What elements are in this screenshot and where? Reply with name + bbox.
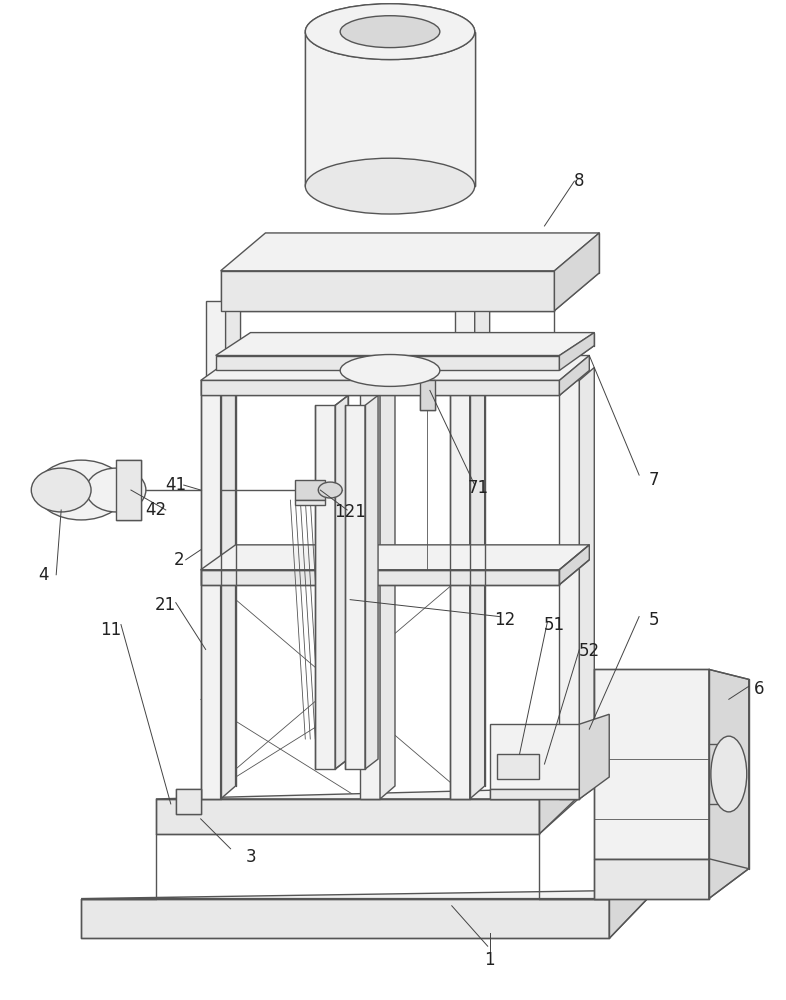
Polygon shape	[296, 480, 325, 500]
Polygon shape	[81, 899, 609, 938]
Polygon shape	[296, 500, 325, 505]
Polygon shape	[709, 669, 749, 899]
Polygon shape	[226, 288, 241, 380]
Polygon shape	[594, 669, 709, 859]
Polygon shape	[345, 405, 365, 769]
Polygon shape	[61, 470, 116, 510]
Polygon shape	[470, 367, 485, 799]
Ellipse shape	[711, 736, 747, 812]
Text: 51: 51	[544, 616, 565, 634]
Polygon shape	[200, 356, 590, 380]
Polygon shape	[81, 847, 659, 899]
Polygon shape	[156, 751, 590, 799]
Text: 21: 21	[155, 596, 176, 614]
Ellipse shape	[305, 4, 475, 60]
Text: 12: 12	[494, 611, 516, 629]
Polygon shape	[206, 301, 226, 380]
Polygon shape	[560, 333, 594, 370]
Polygon shape	[221, 367, 236, 799]
Polygon shape	[560, 545, 590, 585]
Polygon shape	[156, 799, 539, 834]
Polygon shape	[335, 395, 348, 769]
Polygon shape	[360, 380, 380, 799]
Ellipse shape	[31, 468, 91, 512]
Ellipse shape	[318, 482, 342, 498]
Ellipse shape	[305, 4, 475, 60]
Polygon shape	[490, 789, 579, 799]
Text: 2: 2	[174, 551, 184, 569]
Polygon shape	[215, 356, 560, 370]
Polygon shape	[116, 460, 141, 520]
Text: 8: 8	[574, 172, 585, 190]
Polygon shape	[200, 380, 560, 395]
Polygon shape	[497, 754, 539, 779]
Polygon shape	[579, 367, 594, 799]
Polygon shape	[560, 380, 579, 799]
Polygon shape	[594, 859, 709, 899]
Polygon shape	[200, 545, 590, 570]
Ellipse shape	[305, 158, 475, 214]
Polygon shape	[365, 395, 378, 769]
Ellipse shape	[340, 355, 440, 386]
Ellipse shape	[340, 16, 440, 48]
Text: 121: 121	[334, 503, 366, 521]
Text: 4: 4	[38, 566, 49, 584]
Text: 52: 52	[578, 642, 600, 660]
Polygon shape	[609, 847, 659, 938]
Polygon shape	[305, 32, 475, 186]
Ellipse shape	[86, 468, 146, 512]
Polygon shape	[579, 714, 609, 799]
Text: 42: 42	[145, 501, 167, 519]
Text: 3: 3	[245, 848, 255, 866]
Polygon shape	[215, 333, 594, 356]
Polygon shape	[539, 751, 590, 834]
Polygon shape	[221, 233, 599, 271]
Polygon shape	[420, 380, 435, 410]
Polygon shape	[200, 380, 221, 799]
Text: 71: 71	[467, 479, 488, 497]
Text: 11: 11	[101, 621, 122, 639]
Polygon shape	[450, 380, 470, 799]
Text: 5: 5	[648, 611, 659, 629]
Polygon shape	[554, 233, 599, 311]
Polygon shape	[176, 789, 200, 814]
Polygon shape	[315, 405, 335, 769]
Text: 41: 41	[165, 476, 186, 494]
Polygon shape	[490, 724, 579, 789]
Polygon shape	[455, 301, 475, 380]
Polygon shape	[380, 367, 395, 799]
Polygon shape	[200, 570, 560, 585]
Polygon shape	[560, 356, 590, 395]
Text: 7: 7	[648, 471, 659, 489]
Polygon shape	[221, 271, 554, 311]
Ellipse shape	[36, 460, 126, 520]
Polygon shape	[475, 288, 490, 380]
Text: 1: 1	[484, 951, 495, 969]
Text: 6: 6	[754, 680, 764, 698]
